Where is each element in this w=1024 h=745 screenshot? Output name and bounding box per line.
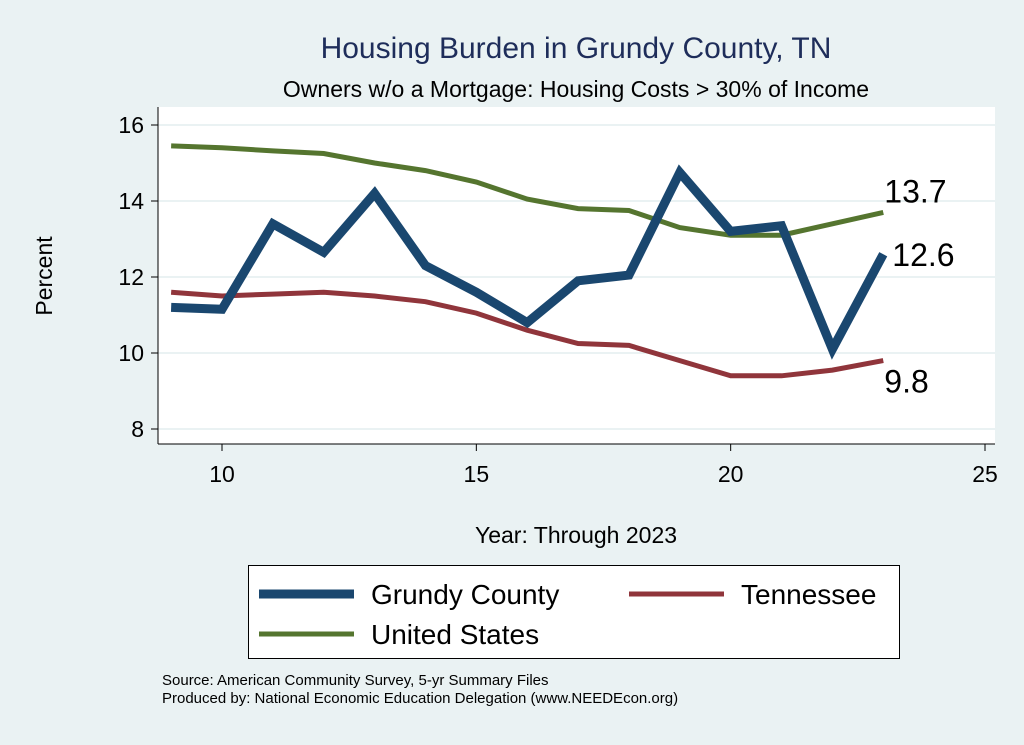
chart-subtitle: Owners w/o a Mortgage: Housing Costs > 3… (283, 76, 869, 102)
x-axis-label: Year: Through 2023 (475, 522, 677, 548)
x-tick-label: 15 (464, 461, 490, 487)
series-line-grundy-county (170, 164, 888, 360)
chart-title: Housing Burden in Grundy County, TN (321, 32, 832, 65)
y-axis-label: Percent (31, 236, 57, 316)
y-tick-label: 14 (118, 188, 144, 214)
end-value-label: 9.8 (884, 364, 928, 400)
series-line-tennessee (170, 289, 884, 379)
x-tick-label: 20 (718, 461, 744, 487)
x-tick-label: 25 (972, 461, 998, 487)
legend: Grundy County Tennessee United States (248, 565, 900, 659)
producer-note: Produced by: National Economic Education… (162, 690, 679, 707)
end-value-label: 12.6 (892, 237, 954, 273)
legend-label: United States (371, 619, 539, 650)
x-tick-label: 10 (209, 461, 235, 487)
y-tick-label: 8 (131, 416, 144, 442)
y-tick-label: 12 (118, 264, 144, 290)
source-note: Source: American Community Survey, 5-yr … (162, 672, 549, 689)
y-tick-label: 16 (118, 112, 144, 138)
plot-area (158, 107, 995, 444)
legend-label: Grundy County (371, 579, 559, 610)
legend-label: Tennessee (741, 579, 876, 610)
end-value-label: 13.7 (884, 173, 946, 209)
line-chart: 8 10 12 14 16 10 15 20 25 12.6 9.8 13.7 Housing Bu… (31, 32, 998, 548)
y-tick-label: 10 (118, 340, 144, 366)
series-line-united-states (171, 143, 884, 238)
